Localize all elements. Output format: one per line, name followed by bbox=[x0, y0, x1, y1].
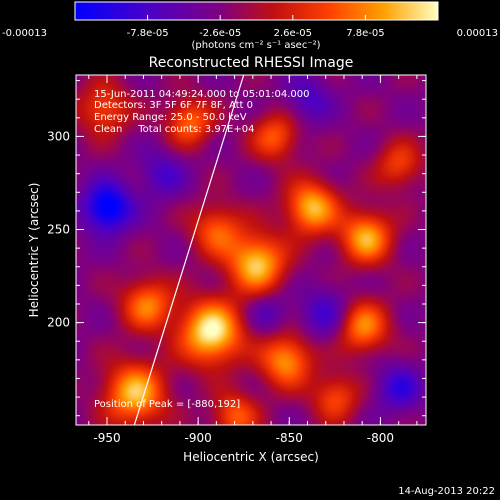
annotation-detectors: Detectors: 3F 5F 6F 7F 8F, Att 0 bbox=[94, 100, 253, 111]
x-tick-label: -950 bbox=[93, 431, 120, 445]
annotation-peak-position: Position of Peak = [-880,192] bbox=[94, 399, 240, 410]
y-axis-label: Heliocentric Y (arcsec) bbox=[27, 183, 41, 318]
colorbar-tick-label: 7.8e-05 bbox=[346, 28, 384, 39]
x-axis-label: Heliocentric X (arcsec) bbox=[183, 450, 319, 464]
colorbar-tick-label: -2.6e-05 bbox=[199, 28, 241, 39]
y-tick-label: 300 bbox=[47, 129, 70, 143]
axis-ticks: -950 -900 -850 -800 200 250 300 bbox=[47, 75, 426, 445]
x-tick-label: -800 bbox=[367, 431, 394, 445]
y-tick-label: 250 bbox=[47, 223, 70, 237]
y-tick-label: 200 bbox=[47, 316, 70, 330]
annotation-time-range: 15-Jun-2011 04:49:24.000 to 05:01:04.000 bbox=[94, 89, 310, 100]
chart-title: Reconstructed RHESSI Image bbox=[149, 55, 354, 71]
x-tick-label: -850 bbox=[276, 431, 303, 445]
x-tick-label: -900 bbox=[185, 431, 212, 445]
plot-frame bbox=[75, 74, 427, 426]
date-stamp: 14-Aug-2013 20:22 bbox=[398, 486, 495, 497]
solar-limb-line bbox=[133, 75, 245, 425]
annotation-energy-range: Energy Range: 25.0 - 50.0 keV bbox=[94, 112, 247, 123]
colorbar-ticks: -0.00013 -7.8e-05 -2.6e-05 2.6e-05 7.8e-05 0.… bbox=[2, 15, 498, 39]
heatmap-image bbox=[76, 75, 426, 425]
colorbar-tick-label: -7.8e-05 bbox=[127, 28, 169, 39]
annotation-total-counts: Clean Total counts: 3.97E+04 bbox=[94, 124, 254, 135]
colorbar-tick-label: -0.00013 bbox=[2, 28, 47, 39]
colorbar-unit-label: (photons cm⁻² s⁻¹ asec⁻²) bbox=[191, 40, 320, 51]
colorbar-tick-label: 0.00013 bbox=[457, 28, 498, 39]
colorbar bbox=[74, 1, 439, 21]
colorbar-tick-label: 2.6e-05 bbox=[274, 28, 312, 39]
